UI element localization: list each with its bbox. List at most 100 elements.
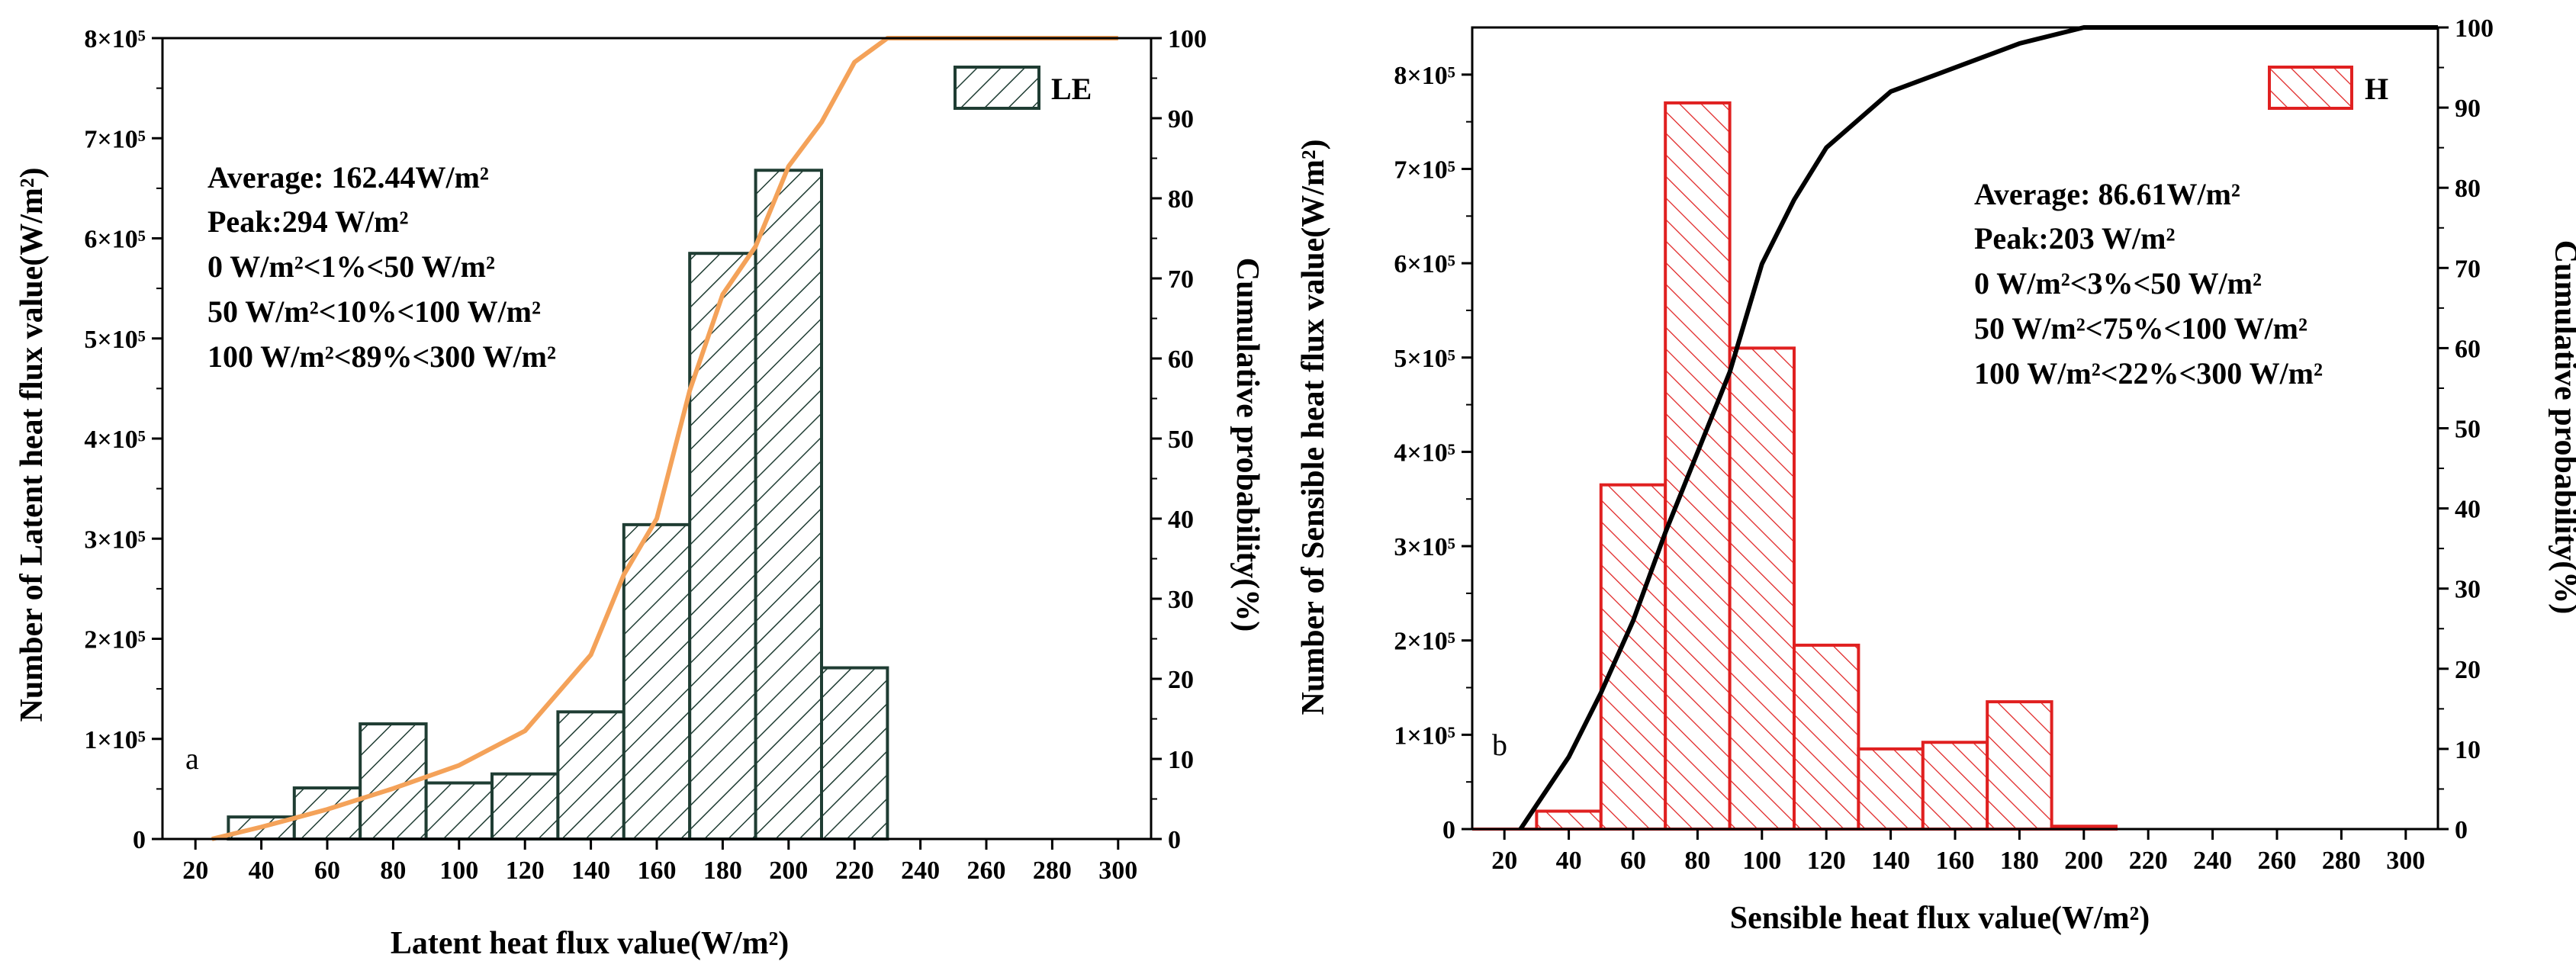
x-tick-label: 80 <box>380 857 406 885</box>
x-tick-label: 260 <box>967 857 1006 885</box>
panel-a: 20 40 60 80 100 120 140 160 180 200 220 240 260 280 30… <box>14 25 1265 961</box>
panel-label: b <box>1492 728 1507 762</box>
y2-tick-label: 80 <box>2455 175 2481 203</box>
annotation-range-3: 100 W/m²<89%<300 W/m² <box>207 339 556 374</box>
x-tick-label: 80 <box>1684 847 1710 875</box>
y2-tick-label: 0 <box>2455 816 2468 844</box>
x-tick-label: 280 <box>2322 847 2361 875</box>
x-tick-label: 60 <box>314 857 340 885</box>
histogram-bar <box>1664 101 1732 831</box>
y2-tick-label: 60 <box>1168 346 1194 374</box>
y2-tick-label: 30 <box>1168 586 1194 614</box>
y2-tick-label: 90 <box>1168 105 1194 133</box>
y2-tick-label: 40 <box>1168 506 1194 534</box>
histogram-bar <box>1728 346 1796 831</box>
y-tick-label: 3×10⁵ <box>1394 533 1455 561</box>
annotation-peak: Peak:294 W/m² <box>207 204 408 239</box>
x-tick-label: 220 <box>2129 847 2168 875</box>
y-tick-label: 2×10⁵ <box>84 626 146 654</box>
panel-label: a <box>185 741 199 776</box>
y-tick-label: 6×10⁵ <box>1394 250 1455 278</box>
y-tick-label: 4×10⁵ <box>1394 439 1455 467</box>
y2-tick-label: 50 <box>1168 426 1194 454</box>
legend: LE <box>954 66 1092 110</box>
y-tick-label: 7×10⁵ <box>84 125 146 153</box>
y2-tick-label: 20 <box>2455 656 2481 684</box>
x-axis-ticks: 20 40 60 80 100 120 140 160 180 200 220 240 260 280 30… <box>1491 829 2425 875</box>
x-tick-label: 300 <box>1098 857 1137 885</box>
annotation-range-1: 0 W/m²<3%<50 W/m² <box>1974 266 2262 301</box>
annotation-peak: Peak:203 W/m² <box>1974 221 2175 256</box>
annotation-range-2: 50 W/m²<10%<100 W/m² <box>207 294 541 329</box>
y2-tick-label: 10 <box>2455 736 2481 764</box>
x-axis-ticks: 20 40 60 80 100 120 140 160 180 200 220 240 260 280 30… <box>182 839 1137 885</box>
x-tick-label: 300 <box>2386 847 2425 875</box>
y-tick-label: 8×10⁵ <box>1394 62 1455 90</box>
annotation-range-3: 100 W/m²<22%<300 W/m² <box>1974 356 2323 391</box>
bar-group <box>1472 101 2118 831</box>
x-tick-label: 200 <box>769 857 808 885</box>
histogram-bar <box>556 710 626 841</box>
x-tick-label: 180 <box>703 857 742 885</box>
annotation-average: Average: 162.44W/m² <box>207 160 489 194</box>
x-tick-label: 20 <box>1491 847 1517 875</box>
y2-tick-label: 60 <box>2455 335 2481 363</box>
legend: H <box>2268 66 2388 110</box>
legend-label: LE <box>1051 72 1092 106</box>
annotation-range-2: 50 W/m²<75%<100 W/m² <box>1974 311 2307 346</box>
y2-axis-ticks: 0 10 20 30 40 50 60 70 80 90 100 <box>1151 25 1207 854</box>
y2-tick-label: 70 <box>2455 255 2481 283</box>
y2-tick-label: 70 <box>1168 265 1194 294</box>
x-tick-label: 260 <box>2258 847 2297 875</box>
y2-axis-ticks: 0 10 20 30 40 50 60 70 80 90 100 <box>2438 14 2494 844</box>
histogram-bar <box>424 781 494 841</box>
y-axis-ticks: 0 1×10⁵ 2×10⁵ 3×10⁵ 4×10⁵ 5×10⁵ 6×10⁵ 7×10⁵ 8×10… <box>84 25 162 854</box>
histogram-bar <box>688 252 757 841</box>
y2-tick-label: 100 <box>1168 25 1207 53</box>
y2-tick-label: 100 <box>2455 14 2494 43</box>
histogram-bar <box>754 169 823 841</box>
legend-label: H <box>2365 72 2388 106</box>
y-tick-label: 4×10⁵ <box>84 426 146 454</box>
histogram-bar <box>1793 643 1860 831</box>
histogram-bar <box>490 772 560 841</box>
histogram-bar <box>1599 483 1667 831</box>
x-tick-label: 120 <box>1807 847 1846 875</box>
y-tick-label: 7×10⁵ <box>1394 156 1455 184</box>
y2-axis-title: Cumulative probability(%) <box>2548 240 2576 614</box>
x-tick-label: 60 <box>1620 847 1646 875</box>
y2-tick-label: 30 <box>2455 576 2481 604</box>
y2-tick-label: 20 <box>1168 666 1194 694</box>
x-axis-title: Latent heat flux value(W/m²) <box>391 926 789 961</box>
x-tick-label: 180 <box>2000 847 2039 875</box>
histogram-bar <box>1921 741 1989 831</box>
y2-tick-label: 0 <box>1168 826 1181 854</box>
x-tick-label: 220 <box>835 857 874 885</box>
histogram-bar <box>1857 747 1925 831</box>
y2-tick-label: 90 <box>2455 95 2481 123</box>
y-tick-label: 8×10⁵ <box>84 25 146 53</box>
y2-tick-label: 50 <box>2455 416 2481 444</box>
legend-swatch <box>2268 66 2353 110</box>
x-tick-label: 120 <box>506 857 545 885</box>
y-axis-title: Number of Sensible heat flux value(W/m²) <box>1296 140 1331 715</box>
x-tick-label: 100 <box>1742 847 1781 875</box>
histogram-bar <box>622 522 692 841</box>
x-tick-label: 240 <box>2193 847 2232 875</box>
y-tick-label: 5×10⁵ <box>1394 345 1455 373</box>
x-tick-label: 140 <box>1871 847 1910 875</box>
y-tick-label: 0 <box>133 826 146 854</box>
x-tick-label: 160 <box>638 857 677 885</box>
x-tick-label: 160 <box>1936 847 1975 875</box>
y-tick-label: 2×10⁵ <box>1394 628 1455 656</box>
y2-tick-label: 10 <box>1168 746 1194 774</box>
annotation-average: Average: 86.61W/m² <box>1974 177 2240 211</box>
x-tick-label: 200 <box>2064 847 2103 875</box>
y2-tick-label: 40 <box>2455 496 2481 524</box>
y2-tick-label: 80 <box>1168 185 1194 214</box>
y-tick-label: 3×10⁵ <box>84 526 146 554</box>
panel-b: 20 40 60 80 100 120 140 160 180 200 220 240 260 280 30… <box>1296 14 2576 936</box>
legend-swatch <box>954 66 1040 110</box>
y-axis-title: Number of Latent heat flux value(W/m²) <box>14 168 50 722</box>
